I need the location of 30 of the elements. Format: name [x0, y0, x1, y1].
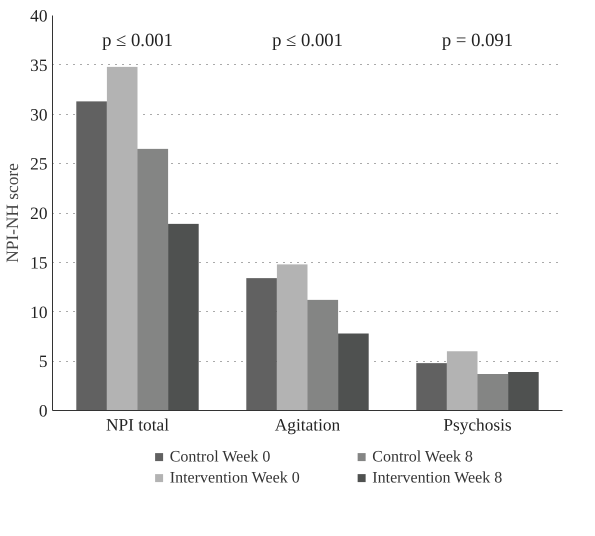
y-tick-label: 20 — [30, 204, 48, 223]
bar — [276, 264, 308, 410]
bar — [138, 148, 168, 410]
legend-label: Control Week 8 — [372, 448, 473, 466]
annotation: p ≤ 0.001 — [272, 30, 343, 51]
bar — [246, 278, 277, 410]
y-axis-title: NPI-NH score — [3, 162, 22, 263]
y-tick-label: 0 — [38, 402, 48, 420]
y-tick-label: 30 — [30, 105, 48, 124]
x-tick-label: Psychosis — [443, 416, 512, 434]
bar — [76, 101, 107, 410]
legend-label: Intervention Week 8 — [372, 470, 502, 487]
y-tick-label: 15 — [30, 253, 48, 272]
x-tick-label: NPI total — [106, 416, 170, 434]
annotation: p = 0.091 — [442, 30, 514, 51]
bar — [478, 374, 508, 410]
bar — [338, 333, 369, 410]
y-tick-label: 5 — [38, 352, 48, 372]
x-tick-label: Agitation — [274, 416, 341, 434]
legend-label: Intervention Week 0 — [170, 470, 300, 487]
y-tick-label: 40 — [30, 6, 48, 26]
y-tick-label: 35 — [30, 56, 48, 75]
bar — [106, 66, 138, 410]
annotation: p ≤ 0.001 — [102, 30, 173, 51]
bar — [308, 300, 338, 410]
y-tick-label: 10 — [30, 302, 48, 322]
bar — [446, 351, 478, 410]
legend-label: Control Week 0 — [170, 448, 270, 466]
y-tick-label: 25 — [30, 154, 48, 174]
bar — [508, 372, 539, 410]
